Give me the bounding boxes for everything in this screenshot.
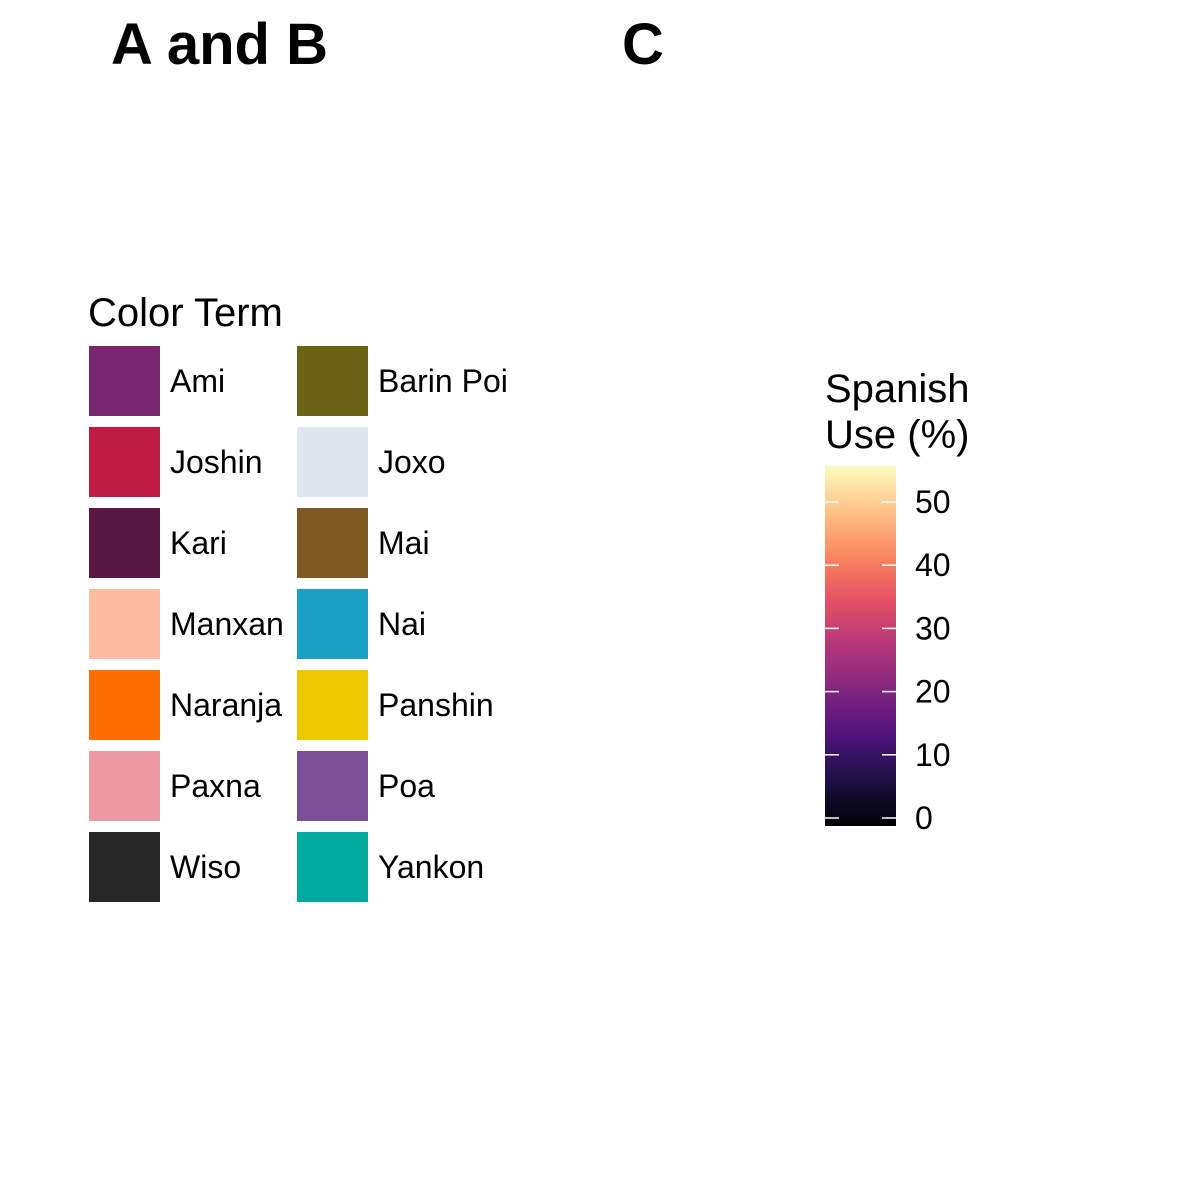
legend-label-ami: Ami [170, 363, 226, 399]
legend-label-kari: Kari [170, 525, 227, 561]
legend-label-joshin: Joshin [170, 444, 263, 480]
legend-swatch-nai [297, 589, 368, 659]
legend-label-joxo: Joxo [378, 444, 446, 480]
legend-swatch-naranja [89, 670, 160, 740]
legend-swatch-ami [89, 346, 160, 416]
legend-label-barin-poi: Barin Poi [378, 363, 508, 399]
colorbar-title-line-2: Use (%) [825, 413, 970, 457]
legend-label-wiso: Wiso [170, 849, 242, 885]
legend-swatch-manxan [89, 589, 160, 659]
legend-label-paxna: Paxna [170, 768, 261, 804]
colorbar-tick-label-50: 50 [915, 484, 951, 520]
legend-swatch-barin-poi [297, 346, 368, 416]
colorbar-tick-label-10: 10 [915, 737, 951, 773]
colorbar-gradient [825, 466, 896, 826]
legend-swatch-joshin [89, 427, 160, 497]
legend-swatch-kari [89, 508, 160, 578]
legend-label-panshin: Panshin [378, 687, 494, 723]
panel-title-c: C [622, 12, 664, 77]
legend-swatch-mai [297, 508, 368, 578]
legend-swatch-paxna [89, 751, 160, 821]
colorbar-tick-label-0: 0 [915, 800, 933, 836]
legend-label-poa: Poa [378, 768, 435, 804]
legend-label-naranja: Naranja [170, 687, 283, 723]
legend-label-mai: Mai [378, 525, 430, 561]
legend-swatch-yankon [297, 832, 368, 902]
legend-swatch-poa [297, 751, 368, 821]
colorbar-tick-label-20: 20 [915, 674, 951, 710]
legend-title: Color Term [88, 291, 283, 335]
legend-swatch-wiso [89, 832, 160, 902]
legend-label-nai: Nai [378, 606, 427, 642]
colorbar-title: Spanish Use (%) [825, 366, 970, 458]
colorbar-tick-label-30: 30 [915, 610, 951, 646]
panel-title-a-and-b: A and B [111, 12, 328, 77]
legend-label-yankon: Yankon [378, 849, 485, 885]
legend-swatch-joxo [297, 427, 368, 497]
colorbar-title-line-1: Spanish [825, 367, 970, 411]
legend-swatch-panshin [297, 670, 368, 740]
legend-label-manxan: Manxan [170, 606, 284, 642]
colorbar-tick-label-40: 40 [915, 547, 951, 583]
